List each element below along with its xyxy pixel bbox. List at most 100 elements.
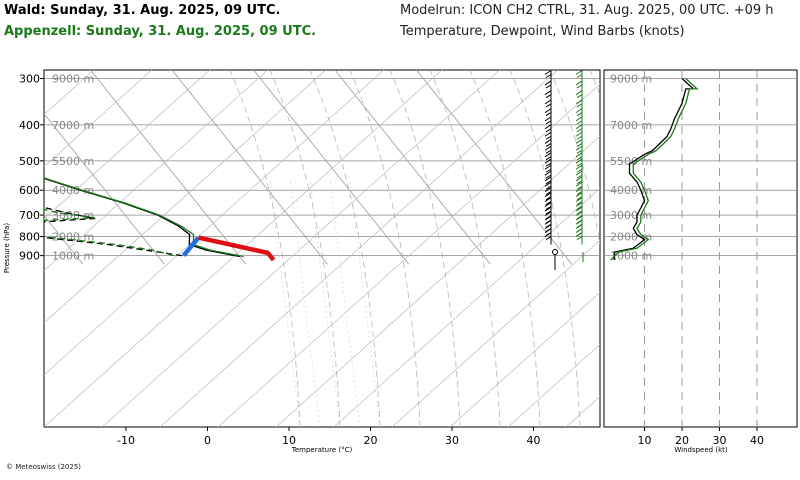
- dry-adiabat-line: [44, 70, 211, 220]
- barb-flag: [576, 168, 583, 173]
- moist-adiabat-line: [349, 70, 421, 427]
- barb-flag: [545, 142, 552, 147]
- barb-flag: [545, 103, 552, 108]
- barb-flag: [544, 99, 552, 105]
- model-run-info: Modelrun: ICON CH2 CTRL, 31. Aug. 2025, …: [400, 3, 774, 18]
- y-tick-label: 700: [19, 209, 40, 222]
- moist-adiabat-line: [429, 70, 501, 427]
- barb-flag: [544, 187, 552, 192]
- barb-flag: [575, 158, 583, 164]
- barb-flag: [575, 108, 583, 114]
- wind-altitude-label: 1000 m: [610, 250, 652, 263]
- mixing-ratio-line: [269, 179, 301, 427]
- y-tick-label: 500: [19, 155, 40, 168]
- barb-flag: [544, 70, 552, 75]
- isotherm-line: [334, 70, 491, 265]
- wind-x-tick-label: 10: [638, 434, 652, 447]
- barb-flag: [575, 202, 583, 207]
- barb-flag: [575, 215, 583, 221]
- wind-altitude-label: 3000 m: [610, 209, 652, 222]
- wind-barb-wald: [544, 232, 552, 245]
- barb-flag: [576, 185, 583, 190]
- y-tick-label: 800: [19, 231, 40, 244]
- barb-flag: [576, 103, 583, 108]
- mixing-ratio-line: [309, 179, 341, 427]
- barb-flag: [575, 181, 583, 187]
- barb-flag: [575, 124, 583, 130]
- barb-flag: [575, 211, 583, 217]
- barb-flag: [575, 116, 583, 122]
- dry-adiabat-line: [159, 70, 559, 427]
- barb-flag: [544, 206, 552, 212]
- dry-adiabat-line: [44, 70, 153, 168]
- barb-flag: [576, 156, 583, 161]
- dry-adiabat-line: [507, 343, 600, 427]
- barb-flag: [544, 138, 552, 144]
- mixing-ratio-line: [349, 179, 381, 427]
- isotherm-line: [415, 70, 573, 265]
- barb-flag: [575, 197, 583, 203]
- dry-adiabat-line: [217, 83, 600, 427]
- mixing-ratio-line: [329, 179, 361, 427]
- barb-flag: [545, 112, 552, 117]
- wind-x-tick-label: 20: [675, 434, 689, 447]
- dry-adiabat-line: [391, 239, 600, 427]
- barb-flag: [575, 232, 583, 238]
- moist-adiabat-line: [469, 70, 541, 427]
- barb-flag: [545, 156, 552, 161]
- barb-flag: [575, 176, 583, 182]
- barb-flag: [576, 174, 583, 179]
- moist-adiabat-line: [549, 70, 600, 245]
- isotherm-line: [171, 70, 328, 265]
- dry-adiabat-line: [44, 70, 269, 272]
- barb-flag: [545, 196, 552, 201]
- barb-flag: [576, 236, 583, 241]
- barb-flag: [545, 236, 552, 241]
- wind-barb-wald: [544, 70, 552, 83]
- dry-adiabat-line: [44, 70, 327, 324]
- barb-flag: [576, 205, 583, 210]
- y-tick-label: 300: [19, 73, 40, 86]
- windspeed-line-appenzell: [610, 78, 699, 261]
- isotherm-line: [0, 67, 1, 264]
- barb-flag: [576, 84, 583, 89]
- windspeed-line-wald: [613, 78, 695, 260]
- moist-adiabat-line: [389, 70, 461, 427]
- isotherm-line: [44, 113, 165, 265]
- barb-flag: [545, 162, 552, 167]
- x-tick-label: 40: [527, 434, 541, 447]
- barb-flag: [544, 80, 552, 86]
- altitude-label: 4000 m: [52, 184, 94, 197]
- moist-adiabat-line: [509, 70, 581, 427]
- wind-altitude-label: 9000 m: [610, 73, 652, 86]
- barb-flag: [544, 211, 552, 217]
- barb-flag: [545, 185, 552, 190]
- barb-flag: [544, 224, 552, 229]
- barb-flag: [544, 158, 552, 164]
- variables-info: Temperature, Dewpoint, Wind Barbs (knots…: [400, 24, 685, 39]
- barb-flag: [575, 224, 583, 229]
- barb-flag: [576, 162, 583, 167]
- copyright-footer: © Meteoswiss (2025): [6, 463, 82, 471]
- moist-adiabat-line: [269, 70, 341, 427]
- barb-flag: [545, 205, 552, 210]
- mixing-ratio-line: [289, 179, 321, 427]
- barb-flag: [544, 170, 552, 176]
- station-title-main: Wald: Sunday, 31. Aug. 2025, 09 UTC.: [4, 3, 281, 18]
- dry-adiabat-line: [333, 187, 600, 427]
- barb-flag: [545, 180, 552, 185]
- barb-flag: [545, 201, 552, 206]
- dry-adiabat-line: [275, 135, 600, 427]
- barb-flag: [575, 228, 583, 234]
- barb-flag: [545, 84, 552, 89]
- y-tick-label: 400: [19, 119, 40, 132]
- barb-flag: [575, 145, 583, 151]
- barb-flag: [544, 219, 552, 225]
- dry-adiabat-line: [44, 70, 95, 116]
- x-tick-label: -10: [117, 434, 135, 447]
- barb-flag: [544, 181, 552, 187]
- barb-flag: [544, 228, 552, 234]
- barb-flag: [545, 128, 552, 133]
- moist-adiabat-line: [229, 70, 301, 427]
